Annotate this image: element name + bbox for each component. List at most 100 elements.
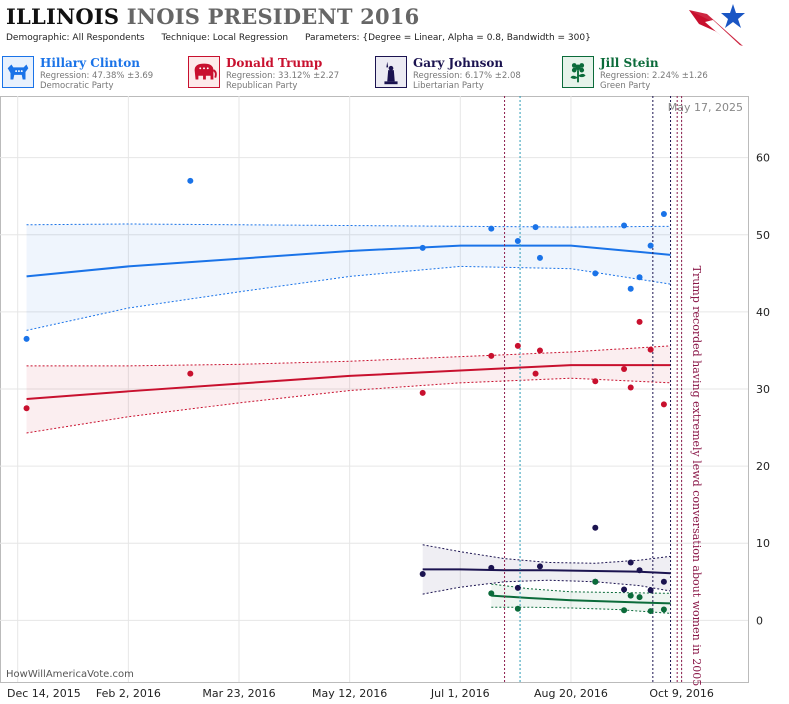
poll-point: [627, 384, 634, 391]
title-rest: INOIS PRESIDENT 2016: [126, 4, 420, 29]
poll-point: [536, 347, 543, 354]
title-state: ILLINOIS: [6, 4, 120, 29]
poll-point: [647, 587, 654, 594]
parameters-label: Parameters: {Degree = Linear, Alpha = 0.…: [305, 33, 591, 43]
candidate-legend: Hillary Clinton Regression: 47.38% ±3.69…: [0, 52, 789, 94]
x-tick-label: Dec 14, 2015: [7, 687, 81, 700]
poll-point: [621, 607, 628, 614]
poll-point: [419, 244, 426, 251]
site-credit: HowWillAmericaVote.com: [6, 669, 134, 680]
poll-point: [660, 401, 667, 408]
poll-point: [621, 222, 628, 229]
poll-point: [23, 335, 30, 342]
poll-point: [532, 370, 539, 377]
confidence-band: [491, 584, 671, 614]
poll-point: [488, 590, 495, 597]
poll-point: [621, 586, 628, 593]
regression-line: [26, 364, 671, 401]
poll-point: [627, 592, 634, 599]
x-tick-label: Feb 2, 2016: [95, 687, 161, 700]
flower-icon: [562, 56, 594, 88]
regression-line: [26, 244, 671, 278]
technique-label: Technique: Local Regression: [161, 33, 289, 43]
page-title: ILLINOIS INOIS PRESIDENT 2016: [6, 4, 419, 29]
candidate-card-johnson: Gary Johnson Regression: 6.17% ±2.08 Lib…: [375, 54, 561, 92]
candidate-party: Democratic Party: [40, 81, 114, 91]
candidate-card-stein: Jill Stein Regression: 2.24% ±1.26 Green…: [562, 54, 748, 92]
poll-point: [636, 594, 643, 601]
poll-point: [514, 584, 521, 591]
donkey-icon: [2, 56, 34, 88]
upper-bound-line: [26, 223, 671, 228]
poll-point: [660, 606, 667, 613]
candidate-party: Libertarian Party: [413, 81, 484, 91]
poll-regression-chart: 0 10 20 30 40 50 60 Trump recorded having extre…: [0, 96, 770, 687]
y-tick-label: 0: [756, 614, 763, 627]
x-tick-label: Mar 23, 2016: [202, 687, 276, 700]
elephant-icon: [188, 56, 220, 88]
candidate-name: Jill Stein: [600, 56, 659, 70]
poll-point: [592, 524, 599, 531]
poll-point: [187, 370, 194, 377]
poll-point: [187, 177, 194, 184]
poll-point: [23, 405, 30, 412]
lower-bound-line: [26, 265, 671, 331]
poll-point: [488, 225, 495, 232]
poll-point: [488, 564, 495, 571]
poll-point: [536, 254, 543, 261]
poll-point: [621, 365, 628, 372]
demographic-label: Demographic: All Respondents: [6, 33, 145, 43]
poll-point: [592, 378, 599, 385]
poll-point: [514, 237, 521, 244]
y-tick-label: 20: [756, 460, 770, 473]
poll-point: [636, 274, 643, 281]
poll-point: [488, 352, 495, 359]
poll-point: [647, 346, 654, 353]
lower-bound-line: [26, 377, 671, 434]
x-tick-label: Oct 9, 2016: [649, 687, 714, 700]
y-tick-label: 50: [756, 229, 770, 242]
poll-point: [636, 318, 643, 325]
confidence-band: [26, 223, 671, 331]
y-tick-label: 40: [756, 306, 770, 319]
poll-point: [592, 270, 599, 277]
candidate-name: Donald Trump: [226, 56, 323, 70]
poll-point: [636, 567, 643, 574]
candidate-name: Hillary Clinton: [40, 56, 140, 70]
candidate-card-trump: Donald Trump Regression: 33.12% ±2.27 Re…: [188, 54, 374, 92]
date-stamp: May 17, 2025: [667, 101, 743, 114]
star-flag-logo-icon: [689, 4, 745, 48]
x-tick-label: May 12, 2016: [312, 687, 388, 700]
candidate-regression: Regression: 2.24% ±1.26: [600, 71, 708, 81]
poll-point: [532, 224, 539, 231]
candidate-card-clinton: Hillary Clinton Regression: 47.38% ±3.69…: [2, 54, 188, 92]
poll-point: [660, 578, 667, 585]
poll-point: [627, 285, 634, 292]
candidate-regression: Regression: 33.12% ±2.27: [226, 71, 340, 81]
poll-point: [647, 242, 654, 249]
liberty-statue-icon: [375, 56, 407, 88]
poll-point: [647, 608, 654, 615]
event-annotation: Trump recorded having extremely lewd con…: [690, 266, 703, 687]
poll-point: [419, 389, 426, 396]
poll-point: [536, 563, 543, 570]
candidate-regression: Regression: 47.38% ±3.69: [40, 71, 154, 81]
poll-point: [592, 578, 599, 585]
poll-point: [419, 571, 426, 578]
y-tick-label: 10: [756, 537, 770, 550]
poll-point: [627, 559, 634, 566]
candidate-name: Gary Johnson: [413, 56, 504, 70]
poll-point: [514, 342, 521, 349]
poll-point: [514, 605, 521, 612]
candidate-party: Republican Party: [226, 81, 298, 91]
x-tick-label: Jul 1, 2016: [430, 687, 490, 700]
poll-point: [660, 210, 667, 217]
y-tick-label: 30: [756, 383, 770, 396]
y-tick-label: 60: [756, 152, 770, 165]
parameters-line: Demographic: All Respondents Technique: …: [6, 33, 605, 43]
upper-bound-line: [26, 345, 671, 367]
x-tick-label: Aug 20, 2016: [533, 687, 608, 700]
candidate-party: Green Party: [600, 81, 651, 91]
candidate-regression: Regression: 6.17% ±2.08: [413, 71, 521, 81]
regression-line: [491, 594, 671, 605]
